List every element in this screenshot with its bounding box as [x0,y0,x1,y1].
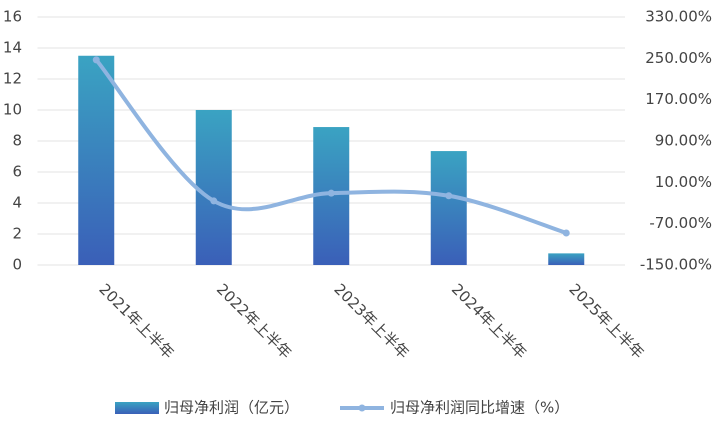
y-tick-label: 8 [12,132,22,150]
line-marker [562,229,570,237]
y2-tick-label: -70.00% [649,214,712,232]
x-tick-label: 2025年上半年 [565,280,647,362]
x-tick-label: 2021年上半年 [95,280,177,362]
y-tick-label: 16 [3,8,22,26]
bar [78,55,115,265]
y2-tick-label: -150.00% [640,256,712,274]
legend-label: 归母净利润同比增速（%） [390,399,569,417]
x-tick-label: 2024年上半年 [448,280,530,362]
legend-swatch [115,402,159,414]
y-tick-label: 14 [3,39,22,57]
line-marker [445,192,453,200]
y2-tick-label: 250.00% [645,49,712,67]
legend-label: 归母净利润（亿元） [164,399,299,417]
y2-tick-label: 170.00% [645,90,712,108]
legend-swatch [358,404,366,412]
line-marker [210,197,218,205]
x-tick-label: 2023年上半年 [330,280,412,362]
y-tick-label: 6 [12,163,22,181]
y-tick-label: 12 [3,70,22,88]
line-marker [327,189,335,197]
y2-tick-label: 90.00% [655,132,712,150]
line-marker [92,56,100,64]
y2-tick-label: 330.00% [645,8,712,26]
bar [195,110,232,265]
y2-tick-label: 10.00% [655,173,712,191]
bar [548,253,585,265]
y-tick-label: 0 [12,256,22,274]
bar [430,151,467,265]
line [94,57,569,235]
y-tick-label: 10 [3,101,22,119]
y-tick-label: 4 [12,194,22,212]
y-tick-label: 2 [12,225,22,243]
x-tick-label: 2022年上半年 [213,280,295,362]
